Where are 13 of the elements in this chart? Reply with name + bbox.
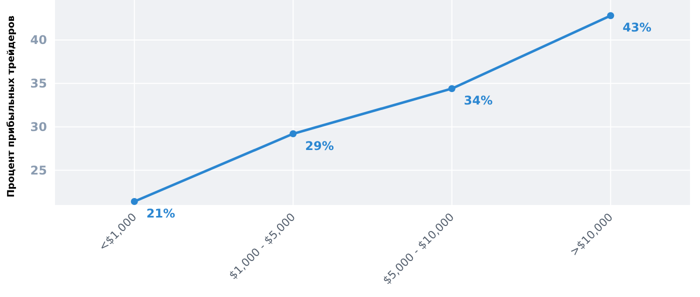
point bbox=[290, 130, 297, 138]
point bbox=[607, 12, 614, 20]
y-tick-label: 25 bbox=[30, 163, 47, 178]
y-axis-title: Процент прибыльных трейдеров bbox=[6, 16, 17, 198]
data-label: 29% bbox=[305, 138, 334, 153]
data-label: 43% bbox=[622, 20, 652, 35]
point bbox=[448, 85, 456, 92]
data-label: 34% bbox=[464, 94, 493, 108]
data-label: 21% bbox=[146, 206, 176, 221]
y-tick-label: 35 bbox=[30, 76, 47, 91]
y-tick-label: 30 bbox=[30, 120, 47, 134]
y-tick-label: 40 bbox=[30, 33, 47, 48]
point bbox=[130, 198, 138, 206]
